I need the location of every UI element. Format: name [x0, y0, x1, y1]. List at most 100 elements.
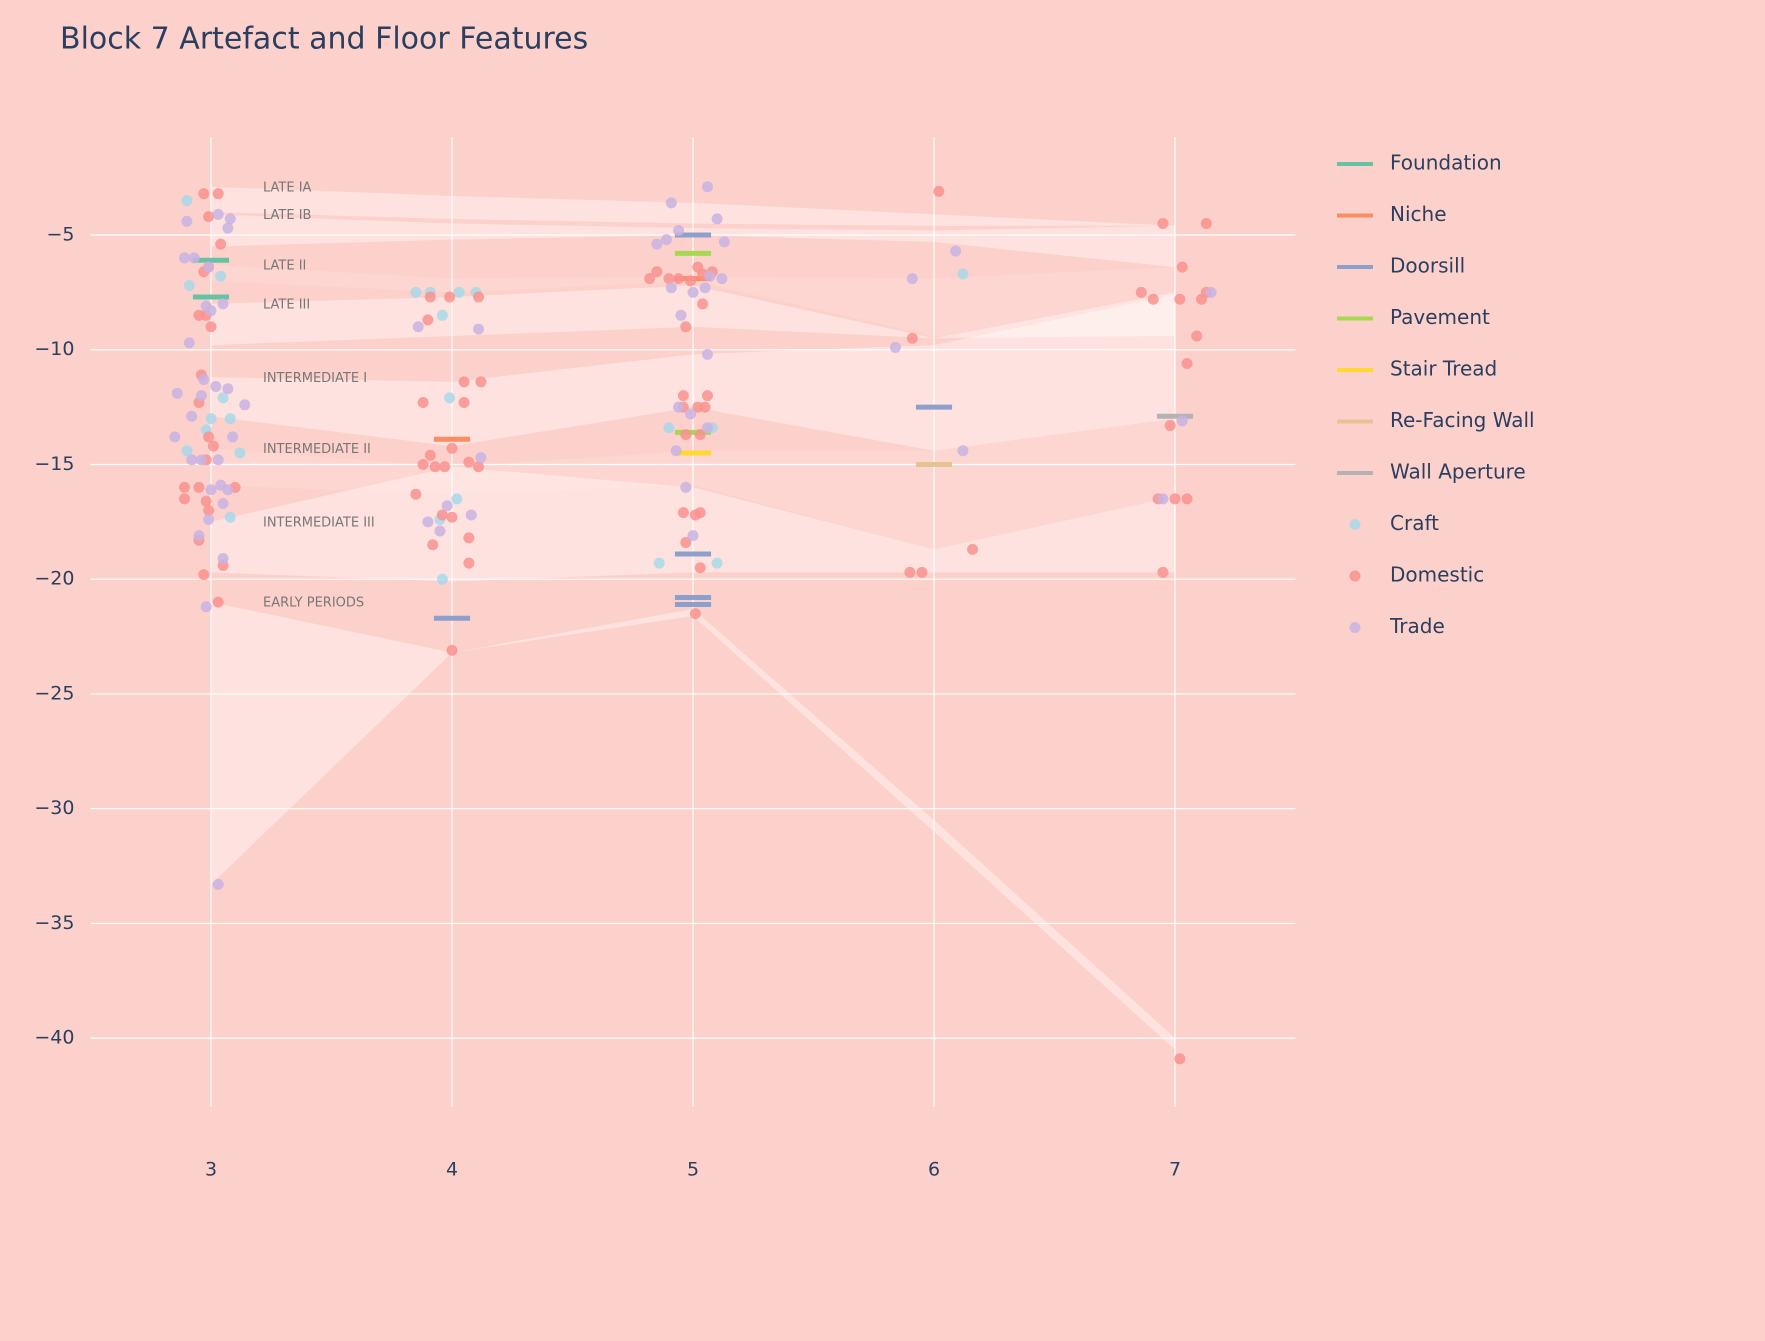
- find-point: [205, 484, 217, 496]
- find-point: [463, 456, 475, 468]
- period-label: INTERMEDIATE III: [263, 515, 375, 530]
- find-point: [200, 495, 212, 507]
- find-point: [217, 553, 229, 565]
- find-point: [701, 422, 713, 434]
- find-point: [224, 413, 236, 425]
- find-point: [193, 530, 205, 542]
- find-point: [463, 557, 475, 569]
- period-label: EARLY PERIODS: [263, 596, 364, 611]
- find-point: [718, 236, 730, 248]
- find-point: [205, 413, 217, 425]
- legend-label[interactable]: Trade: [1389, 614, 1445, 638]
- find-point: [178, 481, 190, 493]
- find-point: [665, 282, 677, 294]
- find-point: [212, 596, 224, 608]
- find-point: [1157, 493, 1169, 505]
- find-point: [465, 509, 477, 521]
- find-point: [424, 291, 436, 303]
- find-point: [675, 309, 687, 321]
- find-point: [473, 461, 485, 473]
- find-point: [410, 488, 422, 500]
- find-point: [889, 341, 901, 353]
- y-tick-label: −20: [34, 568, 74, 590]
- find-point: [1181, 493, 1193, 505]
- find-point: [680, 481, 692, 493]
- legend-swatch: [1349, 622, 1361, 633]
- period-label: LATE IB: [263, 208, 311, 223]
- find-point: [171, 387, 183, 399]
- find-point: [436, 573, 448, 585]
- find-point: [212, 188, 224, 200]
- find-point: [198, 569, 210, 581]
- find-point: [215, 270, 227, 282]
- find-point: [417, 458, 429, 470]
- find-point: [217, 298, 229, 310]
- find-point: [217, 392, 229, 404]
- find-point: [475, 376, 487, 388]
- find-point: [680, 536, 692, 548]
- find-point: [183, 337, 195, 349]
- legend-label[interactable]: Re-Facing Wall: [1390, 408, 1535, 432]
- legend-label[interactable]: Craft: [1390, 511, 1439, 535]
- find-point: [205, 321, 217, 333]
- find-point: [427, 539, 439, 551]
- legend-label[interactable]: Stair Tread: [1390, 357, 1497, 381]
- legend-label[interactable]: Niche: [1390, 202, 1447, 226]
- x-tick-label: 3: [205, 1159, 217, 1181]
- find-point: [441, 500, 453, 512]
- find-point: [446, 442, 458, 454]
- legend-label[interactable]: Pavement: [1390, 305, 1490, 329]
- legend-label[interactable]: Foundation: [1390, 151, 1502, 175]
- find-point: [239, 399, 251, 411]
- find-point: [458, 376, 470, 388]
- x-tick-label: 7: [1169, 1159, 1181, 1181]
- legend-label[interactable]: Doorsill: [1390, 254, 1465, 278]
- find-point: [1200, 218, 1212, 230]
- find-point: [1157, 566, 1169, 578]
- period-band: [211, 602, 1175, 1050]
- find-point: [186, 410, 198, 422]
- find-point: [205, 305, 217, 317]
- find-point: [436, 309, 448, 321]
- find-point: [699, 401, 711, 413]
- y-tick-label: −35: [34, 912, 74, 934]
- find-point: [689, 608, 701, 620]
- find-point: [665, 197, 677, 209]
- find-point: [694, 562, 706, 574]
- find-point: [653, 557, 665, 569]
- find-point: [651, 238, 663, 250]
- legend-swatch: [1349, 570, 1361, 582]
- y-tick-label: −5: [46, 223, 74, 245]
- find-point: [1176, 415, 1188, 427]
- period-label: LATE II: [263, 258, 306, 273]
- find-point: [1169, 493, 1181, 505]
- period-label: INTERMEDIATE II: [263, 442, 371, 457]
- find-point: [1147, 293, 1159, 305]
- find-point: [203, 504, 215, 516]
- legend-label[interactable]: Wall Aperture: [1390, 460, 1526, 484]
- find-point: [473, 291, 485, 303]
- find-point: [410, 286, 422, 298]
- find-point: [422, 314, 434, 326]
- find-point: [210, 380, 222, 392]
- find-point: [660, 234, 672, 246]
- find-point: [203, 431, 215, 443]
- find-point: [429, 461, 441, 473]
- find-point: [446, 644, 458, 656]
- legend: Foundation Niche Doorsill Pavement Stair Tre…: [1337, 151, 1535, 638]
- find-point: [212, 454, 224, 466]
- find-point: [1191, 330, 1203, 342]
- find-point: [222, 484, 234, 496]
- legend-label[interactable]: Domestic: [1390, 563, 1484, 587]
- find-point: [1135, 286, 1147, 298]
- find-point: [234, 447, 246, 459]
- find-point: [950, 245, 962, 257]
- find-point: [651, 266, 663, 278]
- find-point: [697, 298, 709, 310]
- find-point: [181, 215, 193, 227]
- marks: [169, 181, 1217, 1065]
- find-point: [957, 268, 969, 280]
- find-point: [475, 452, 487, 464]
- find-point: [1157, 218, 1169, 230]
